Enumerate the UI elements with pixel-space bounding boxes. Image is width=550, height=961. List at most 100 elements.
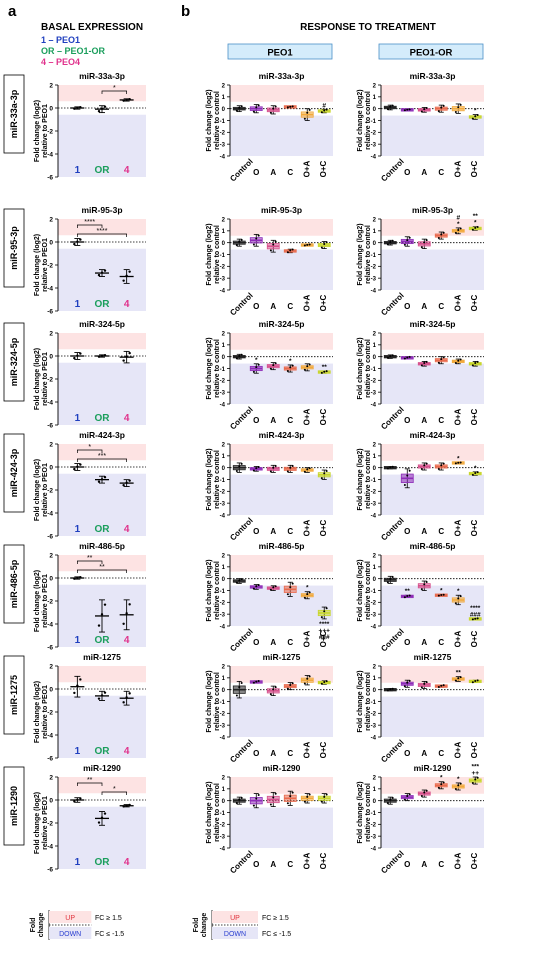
x-group-label: Control (379, 405, 405, 431)
y-tick-label: 2 (373, 553, 377, 559)
y-tick-label: -1 (220, 478, 226, 484)
y-tick-label: -2 (371, 490, 377, 496)
data-point (471, 618, 474, 621)
sig-annotation: * (474, 220, 477, 227)
panel-b-title: RESPONSE TO TREATMENT (300, 22, 436, 33)
data-point (406, 108, 409, 111)
x-group-label: Control (228, 627, 254, 653)
data-point (97, 355, 101, 358)
data-point (308, 243, 311, 246)
sig-bracket (77, 560, 103, 564)
sig-annotation: * (289, 358, 292, 365)
x-group-label: A (421, 416, 427, 425)
y-tick-label: -2 (371, 601, 377, 607)
y-tick-label: -4 (47, 733, 53, 740)
x-group-label: O+C (319, 408, 328, 425)
y-tick-label: 2 (373, 217, 377, 223)
data-point (289, 366, 292, 369)
data-point (286, 251, 289, 254)
data-point (457, 677, 460, 680)
data-point (323, 109, 326, 112)
data-point (122, 701, 125, 704)
data-point (269, 803, 272, 806)
data-point (440, 233, 443, 236)
data-point (269, 249, 272, 252)
data-point (255, 585, 258, 588)
row-label: miR-1290 (9, 786, 19, 826)
y-tick-label: -1 (371, 589, 377, 595)
data-point (308, 591, 311, 594)
legend-entry-1: OR – PEO1-OR (41, 46, 106, 56)
data-point (437, 237, 440, 240)
data-point (325, 793, 328, 796)
sig-annotation: # (322, 102, 326, 109)
sig-bracket (77, 449, 103, 453)
y-axis-label-2: relative to control (365, 91, 372, 150)
data-point (235, 109, 238, 112)
data-point (308, 108, 311, 111)
chart-title: miR-95-3p (261, 205, 302, 215)
data-point (403, 483, 406, 486)
down-band (230, 585, 333, 626)
x-group-label: C (438, 860, 444, 869)
row-label-box (3, 433, 25, 513)
data-point (291, 105, 294, 108)
data-point (386, 467, 389, 470)
data-point (79, 238, 82, 241)
data-point (76, 354, 79, 357)
sig-annotation: * (474, 108, 477, 115)
y-tick-label: -4 (371, 288, 377, 294)
data-point (73, 107, 76, 110)
x-group-label: 4 (124, 413, 130, 424)
data-point (128, 803, 131, 807)
data-point (474, 362, 477, 365)
x-group-label: O (404, 860, 410, 869)
data-point (391, 576, 394, 579)
data-point (440, 106, 443, 109)
y-tick-label: -3 (220, 390, 226, 396)
sig-label: **** (97, 228, 108, 235)
x-group-label: C (438, 168, 444, 177)
chart-title: miR-95-3p (412, 205, 453, 215)
data-point (389, 105, 392, 108)
x-group-label: A (270, 749, 276, 758)
data-point (97, 697, 101, 700)
data-point (79, 352, 82, 355)
y-tick-label: 1 (222, 454, 226, 460)
x-group-label: O+C (319, 630, 328, 647)
data-point (255, 106, 258, 109)
data-point (476, 114, 479, 117)
data-point (235, 469, 238, 472)
data-point (440, 358, 443, 361)
data-point (103, 353, 107, 357)
data-point (306, 468, 309, 471)
x-group-label: 4 (124, 165, 130, 176)
legend-entry-2: 4 – PEO4 (41, 57, 80, 67)
panel-b-chart-5: miR-324-5p -4 -3 -2 -1 0 1 2 Fold change (log2) r… (357, 319, 484, 431)
y-tick-label: -2 (220, 823, 226, 829)
data-point (408, 469, 411, 472)
y-tick-label: -4 (371, 624, 377, 630)
y-tick-label: -2 (47, 599, 53, 606)
x-group-label: OR (95, 746, 111, 757)
data-point (103, 691, 107, 694)
data-point (73, 356, 76, 360)
x-group-label: O (404, 638, 410, 647)
data-point (389, 577, 392, 580)
row-label: miR-33a-3p (9, 89, 19, 138)
y-tick-label: 2 (222, 664, 226, 670)
data-point (286, 369, 289, 372)
data-point (291, 465, 294, 468)
down-label: DOWN (224, 931, 246, 938)
data-point (476, 776, 479, 779)
chart-title: miR-33a-3p (410, 71, 456, 81)
row-label: miR-1275 (9, 675, 19, 715)
data-point (238, 798, 241, 801)
x-group-label: 4 (124, 524, 130, 535)
y-axis-label-2: relative to control (365, 783, 372, 842)
x-group-label: O (253, 168, 259, 177)
y-tick-label: -2 (47, 377, 53, 384)
y-tick-label: 1 (222, 343, 226, 349)
data-point (457, 784, 460, 787)
panel-b-chart-6: miR-424-3p -4 -3 -2 -1 0 1 2 Fold change (log2) r… (206, 430, 333, 542)
